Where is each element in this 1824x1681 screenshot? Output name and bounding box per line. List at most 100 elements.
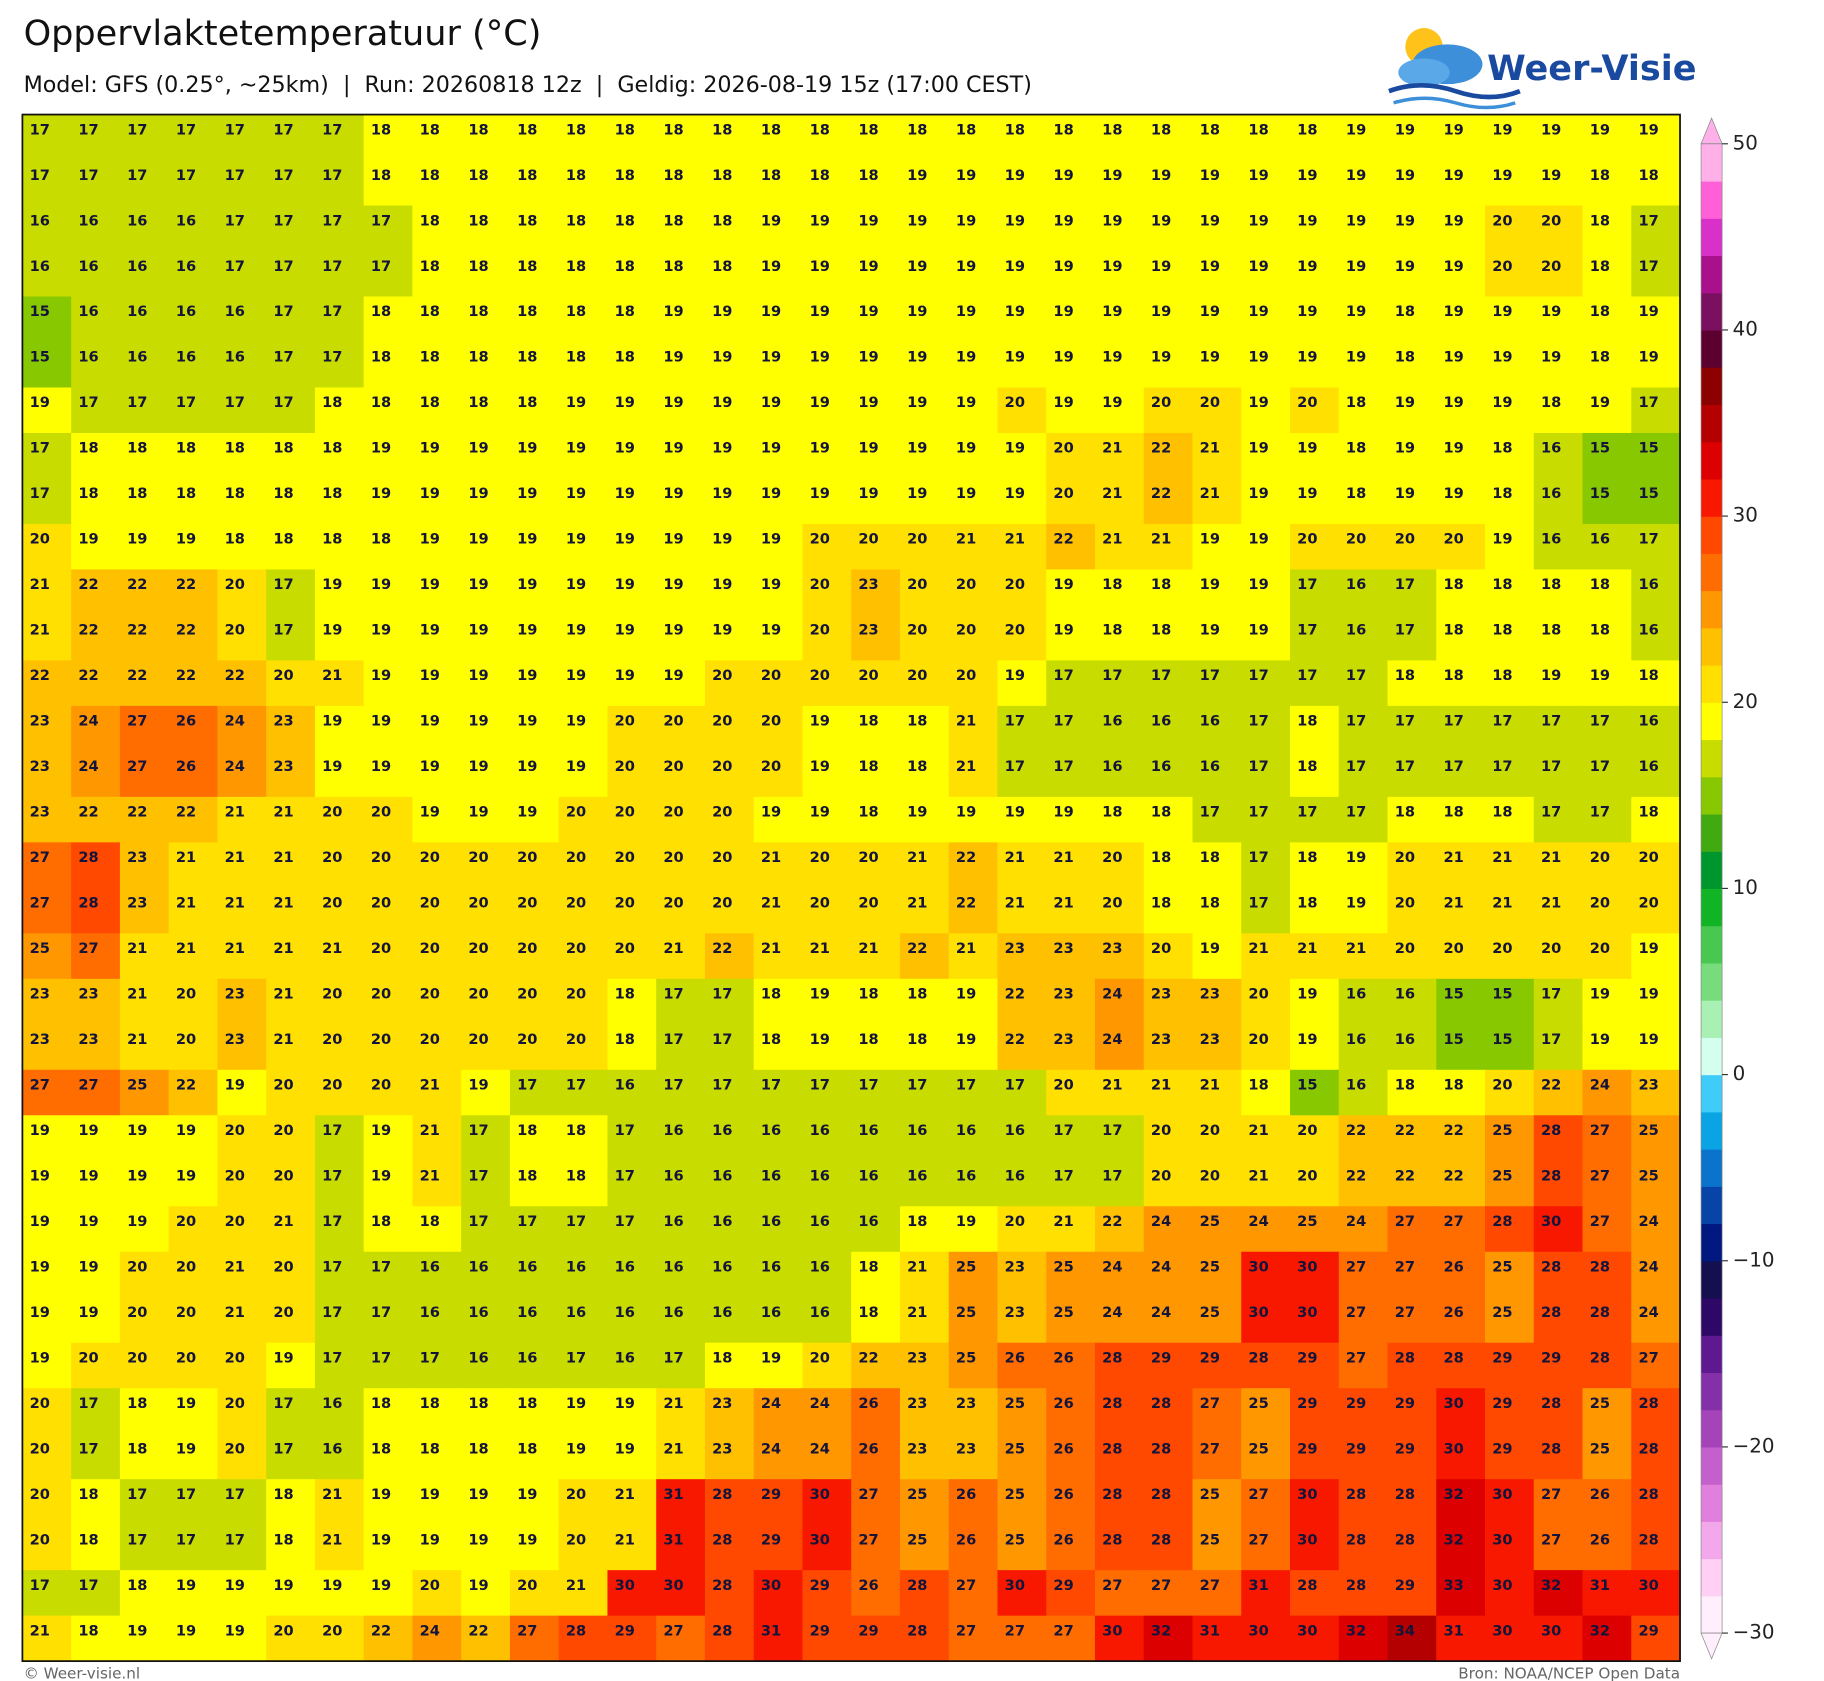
temperature-label: 25 (1297, 1213, 1317, 1230)
temperature-label: 20 (1005, 622, 1025, 639)
temperature-label: 17 (615, 1167, 635, 1184)
temperature-label: 21 (1053, 1213, 1073, 1230)
temperature-label: 22 (127, 576, 147, 593)
temperature-cell (1485, 523, 1535, 571)
temperature-label: 24 (1102, 1031, 1122, 1048)
temperature-label: 17 (225, 1531, 245, 1548)
temperature-cell (1046, 251, 1096, 298)
temperature-cell (1533, 614, 1584, 662)
colorbar-tick-label: 30 (1733, 504, 1758, 527)
temperature-cell (168, 160, 219, 207)
temperature-cell (1387, 387, 1437, 434)
temperature-cell (266, 296, 316, 343)
temperature-label: 19 (420, 576, 440, 593)
temperature-cell (1046, 523, 1096, 571)
temperature-label: 19 (956, 394, 976, 411)
temperature-cell (461, 478, 511, 525)
temperature-label: 21 (225, 1304, 245, 1321)
temperature-label: 18 (78, 1531, 98, 1548)
temperature-cell (656, 705, 706, 753)
temperature-label: 25 (1638, 1122, 1658, 1139)
temperature-label: 21 (273, 986, 293, 1003)
temperature-label: 27 (1346, 1349, 1366, 1366)
temperature-label: 20 (517, 849, 537, 866)
temperature-label: 19 (1200, 349, 1220, 366)
temperature-label: 15 (1590, 440, 1610, 457)
temperature-label: 23 (1200, 1031, 1220, 1048)
temperature-cell (948, 114, 999, 161)
temperature-label: 28 (1443, 1349, 1463, 1366)
temperature-label: 21 (907, 1304, 927, 1321)
temperature-cell (948, 523, 999, 571)
temperature-label: 18 (1541, 576, 1561, 593)
temperature-label: 15 (1492, 986, 1512, 1003)
temperature-cell (1582, 751, 1632, 798)
temperature-label: 18 (1297, 895, 1317, 912)
temperature-label: 18 (1151, 895, 1171, 912)
temperature-label: 22 (712, 940, 732, 957)
temperature-label: 17 (566, 1213, 586, 1230)
temperature-label: 27 (1590, 1167, 1610, 1184)
temperature-label: 23 (273, 758, 293, 775)
temperature-label: 20 (273, 1258, 293, 1275)
temperature-label: 26 (1053, 1349, 1073, 1366)
temperature-cell (1143, 296, 1194, 343)
temperature-label: 16 (1200, 713, 1220, 730)
temperature-label: 19 (176, 1395, 196, 1412)
temperature-label: 17 (225, 394, 245, 411)
temperature-label: 28 (1492, 1213, 1512, 1230)
temperature-label: 18 (1590, 349, 1610, 366)
temperature-label: 27 (1346, 1258, 1366, 1275)
temperature-cell (1387, 705, 1437, 753)
temperature-label: 19 (371, 576, 391, 593)
temperature-label: 19 (517, 804, 537, 821)
temperature-cell (899, 114, 950, 161)
temperature-label: 19 (907, 440, 927, 457)
temperature-cell (266, 751, 316, 798)
temperature-label: 27 (1346, 1304, 1366, 1321)
temperature-label: 18 (517, 121, 537, 138)
temperature-cell (607, 341, 657, 389)
temperature-cell (1436, 569, 1486, 616)
temperature-label: 16 (810, 1304, 830, 1321)
temperature-label: 23 (273, 713, 293, 730)
temperature-cell (1485, 751, 1535, 798)
temperature-label: 24 (1151, 1304, 1171, 1321)
temperature-label: 18 (566, 258, 586, 275)
temperature-cell (461, 796, 511, 844)
temperature-label: 17 (273, 622, 293, 639)
temperature-label: 19 (566, 394, 586, 411)
temperature-label: 16 (1541, 485, 1561, 502)
temperature-label: 16 (615, 1304, 635, 1321)
temperature-label: 22 (1151, 485, 1171, 502)
temperature-cell (948, 614, 999, 662)
temperature-cell (802, 842, 852, 889)
temperature-label: 21 (1200, 1077, 1220, 1094)
temperature-cell (753, 842, 804, 889)
colorbar-tick-label: −10 (1733, 1248, 1775, 1271)
temperature-cell (753, 751, 804, 798)
temperature-label: 17 (127, 1531, 147, 1548)
temperature-cell (314, 842, 365, 889)
temperature-cell (753, 478, 804, 525)
temperature-label: 18 (615, 167, 635, 184)
temperature-cell (656, 569, 706, 616)
temperature-label: 18 (273, 440, 293, 457)
temperature-label: 19 (956, 212, 976, 229)
temperature-label: 19 (420, 758, 440, 775)
temperature-label: 30 (1248, 1304, 1268, 1321)
temperature-label: 17 (810, 1077, 830, 1094)
temperature-cell (1436, 705, 1486, 753)
temperature-cell (656, 205, 706, 252)
temperature-label: 19 (1248, 349, 1268, 366)
temperature-cell (217, 251, 267, 298)
temperature-cell (1631, 614, 1681, 662)
temperature-label: 19 (371, 1122, 391, 1139)
temperature-label: 30 (1492, 1531, 1512, 1548)
temperature-label: 19 (810, 212, 830, 229)
temperature-label: 22 (468, 1622, 488, 1639)
temperature-label: 18 (907, 713, 927, 730)
temperature-label: 16 (615, 1077, 635, 1094)
temperature-label: 17 (420, 1349, 440, 1366)
temperature-cell (509, 478, 560, 525)
